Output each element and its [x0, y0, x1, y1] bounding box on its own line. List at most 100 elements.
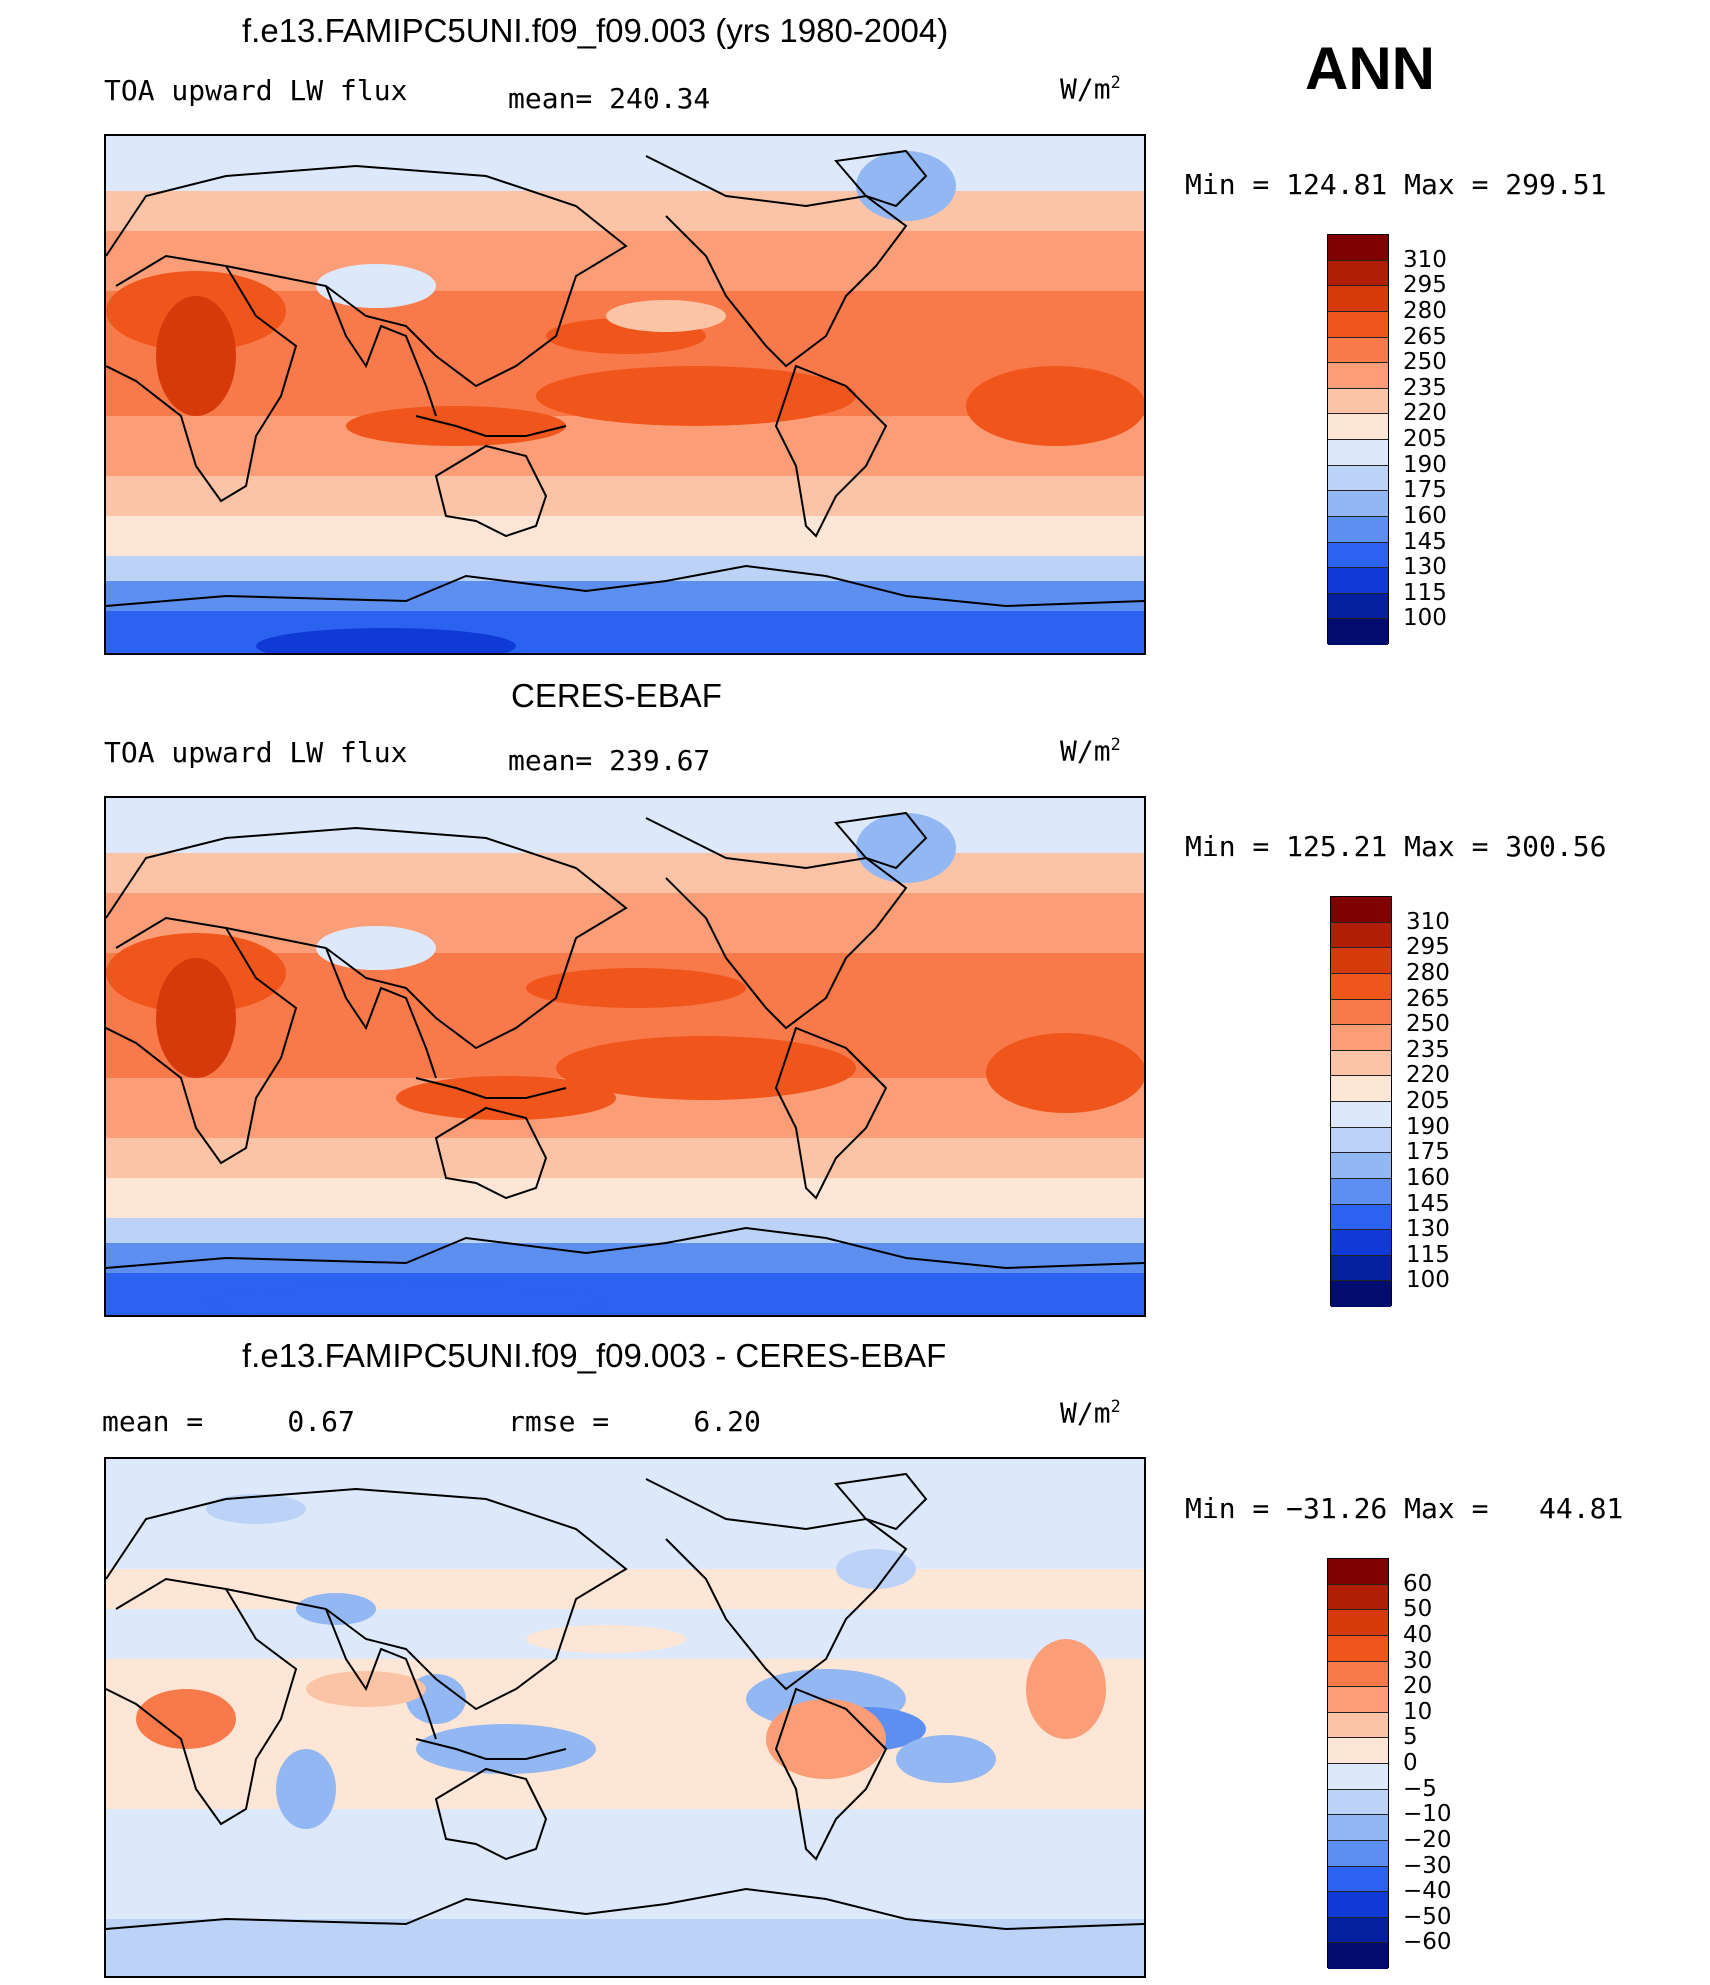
panel1-minmax: Min = 124.81 Max = 299.51 — [1185, 168, 1607, 201]
coastline — [325, 1608, 437, 1740]
panel3-mean: mean = 0.67 — [102, 1405, 355, 1438]
colorbar-swatch — [1331, 999, 1391, 1026]
map-contour — [276, 1749, 336, 1829]
colorbar-tick-label: 145 — [1403, 528, 1447, 555]
colorbar-tick-label: 100 — [1403, 605, 1447, 632]
coastline — [325, 285, 437, 417]
map-contour — [536, 366, 856, 426]
coastline — [106, 564, 1144, 608]
colorbar-swatch — [1331, 1102, 1391, 1128]
colorbar-tick-label: 250 — [1406, 1011, 1450, 1038]
colorbar-tick-label: 130 — [1403, 554, 1447, 581]
map-contour — [316, 264, 436, 308]
colorbar-swatch — [1328, 311, 1388, 338]
map-contour — [136, 1689, 236, 1749]
map-contour — [896, 1735, 996, 1783]
map-contour — [156, 958, 236, 1078]
panel3-title: f.e13.FAMIPC5UNI.f09_f09.003 - CERES-EBA… — [242, 1337, 947, 1374]
colorbar-tick-label: 190 — [1406, 1113, 1450, 1140]
colorbar-swatch — [1328, 593, 1388, 620]
panel3-units: W/m2 — [1060, 1396, 1121, 1430]
colorbar-tick-label: 100 — [1406, 1267, 1450, 1294]
colorbar-tick-label: 280 — [1406, 959, 1450, 986]
colorbar-tick-label: 250 — [1403, 349, 1447, 376]
season-label: ANN — [1305, 35, 1435, 102]
panel3-colorbar — [1327, 1558, 1389, 1969]
map-band — [106, 1218, 1144, 1243]
coastline — [106, 1887, 1144, 1931]
coastline — [834, 1472, 928, 1531]
map-contour — [556, 1036, 856, 1100]
coastline — [106, 164, 628, 388]
colorbar-tick-label: 190 — [1403, 451, 1447, 478]
map-contour — [256, 628, 516, 653]
colorbar-swatch — [1328, 1661, 1388, 1688]
colorbar-tick-label: 235 — [1403, 374, 1447, 401]
colorbar-tick-label: 175 — [1403, 477, 1447, 504]
map-contour — [856, 813, 956, 883]
map-contour — [986, 1033, 1144, 1113]
colorbar-swatch — [1328, 440, 1388, 466]
map-contour — [206, 1494, 306, 1524]
colorbar-swatch — [1328, 619, 1388, 645]
map-band — [106, 231, 1144, 291]
map-contour — [616, 1949, 776, 1969]
panel2-title: CERES-EBAF — [511, 677, 722, 714]
map-contour — [966, 366, 1144, 446]
colorbar-swatch — [1331, 1127, 1391, 1154]
colorbar-tick-label: 5 — [1403, 1724, 1418, 1751]
colorbar-swatch — [1328, 1789, 1388, 1816]
colorbar-swatch — [1331, 1255, 1391, 1282]
coastline — [434, 1767, 548, 1861]
coastline — [774, 1026, 888, 1200]
panel1-title: f.e13.FAMIPC5UNI.f09_f09.003 (yrs 1980-2… — [242, 12, 949, 49]
map-band — [106, 853, 1144, 893]
colorbar-swatch — [1331, 1204, 1391, 1231]
colorbar-tick-label: 0 — [1403, 1750, 1418, 1776]
colorbar-swatch — [1331, 1281, 1391, 1307]
coastline — [645, 1478, 908, 1691]
colorbar-swatch — [1328, 414, 1388, 440]
map-band — [106, 516, 1144, 556]
colorbar-tick-label: 235 — [1406, 1036, 1450, 1063]
coastline — [415, 415, 567, 437]
panel1-units: W/m2 — [1060, 72, 1121, 106]
colorbar-swatch — [1328, 363, 1388, 389]
panel2-colorbar — [1330, 896, 1392, 1307]
map-band — [106, 798, 1144, 853]
map-contour — [606, 300, 726, 332]
colorbar-swatch — [1328, 1610, 1388, 1636]
colorbar-tick-label: 115 — [1403, 579, 1447, 606]
colorbar-swatch — [1328, 286, 1388, 312]
map-contour — [836, 1549, 916, 1589]
colorbar-tick-label: 310 — [1403, 246, 1447, 273]
colorbar-swatch — [1328, 1584, 1388, 1611]
colorbar-tick-label: 50 — [1403, 1596, 1433, 1623]
colorbar-swatch — [1328, 1635, 1388, 1662]
colorbar-tick-label: 115 — [1406, 1241, 1450, 1268]
colorbar-swatch — [1328, 1815, 1388, 1841]
coastline — [415, 1077, 567, 1099]
colorbar-tick-label: 265 — [1403, 323, 1447, 350]
colorbar-tick-label: 175 — [1406, 1139, 1450, 1166]
map-contour — [416, 1724, 596, 1774]
colorbar-swatch — [1328, 1764, 1388, 1790]
colorbar-tick-label: 310 — [1406, 908, 1450, 935]
panel3-map — [104, 1457, 1146, 1978]
colorbar-swatch — [1331, 1230, 1391, 1256]
colorbar-swatch — [1328, 1687, 1388, 1713]
map-band — [106, 191, 1144, 231]
map-band — [106, 476, 1144, 516]
coastline — [415, 1738, 567, 1760]
colorbar-tick-label: 130 — [1406, 1216, 1450, 1243]
colorbar-tick-label: −30 — [1403, 1852, 1452, 1879]
panel2-variable: TOA upward LW flux — [104, 736, 408, 769]
colorbar-swatch — [1331, 1076, 1391, 1102]
coastline — [834, 811, 928, 870]
map-band — [106, 893, 1144, 953]
map-band — [106, 556, 1144, 581]
colorbar-swatch — [1331, 897, 1391, 923]
colorbar-swatch — [1331, 1025, 1391, 1051]
map-band — [106, 1919, 1144, 1976]
map-band — [106, 1178, 1144, 1218]
